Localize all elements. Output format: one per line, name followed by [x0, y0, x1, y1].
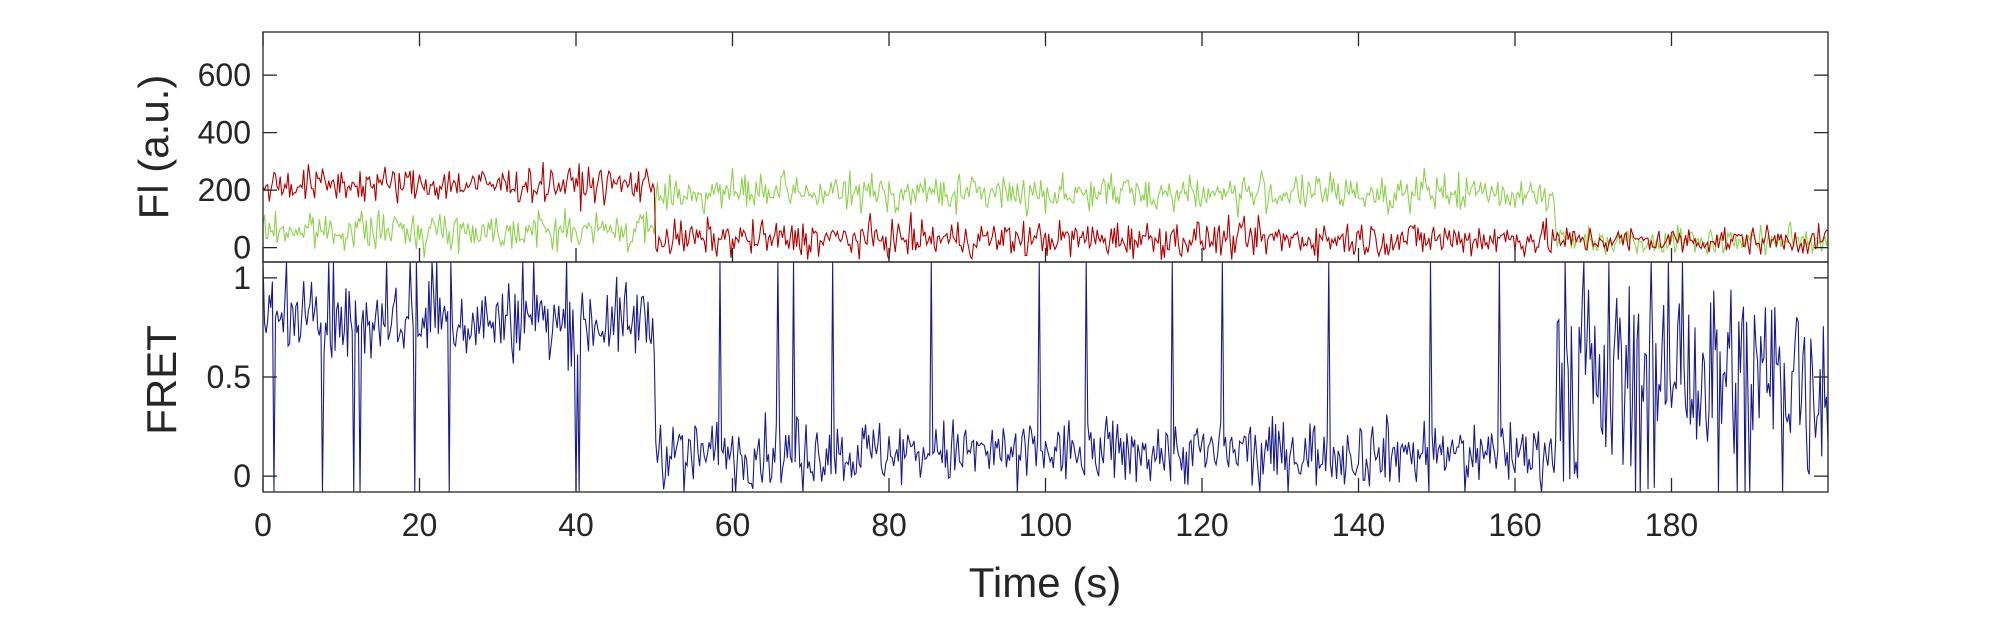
x-axis-label: Time (s) — [969, 559, 1121, 606]
fluorescence-y-tick-label: 0 — [233, 230, 251, 266]
x-tick-label: 0 — [254, 507, 272, 543]
fret-panel: 0 0.5 1 0 20 40 60 80 100 120 140 160 180 FRET Time … — [138, 260, 1829, 606]
fret-y-tick-label: 1 — [233, 260, 251, 296]
red-intensity-series — [262, 161, 1829, 263]
x-tick-label: 160 — [1488, 507, 1541, 543]
fluorescence-y-tick-label: 400 — [198, 115, 251, 151]
fluorescence-panel: 0 200 400 600 Fl (a.u.) — [130, 31, 1829, 266]
fret-y-tick-label: 0.5 — [207, 359, 251, 395]
fret-efficiency-series — [262, 261, 1829, 493]
x-tick-label: 80 — [871, 507, 907, 543]
x-tick-label: 20 — [402, 507, 438, 543]
x-tick-label: 100 — [1019, 507, 1072, 543]
fret-y-tick-label: 0 — [233, 458, 251, 494]
fluorescence-y-ticks: 0 200 400 600 — [198, 32, 1828, 266]
fret-trace — [262, 261, 1829, 493]
fret-axes-box — [262, 261, 1829, 493]
x-tick-label: 40 — [558, 507, 594, 543]
fret-ticks: 0 0.5 1 0 20 40 60 80 100 120 140 160 180 — [207, 260, 1828, 543]
fluorescence-y-tick-label: 200 — [198, 172, 251, 208]
fret-y-axis-label: FRET — [138, 325, 185, 435]
fluorescence-traces — [262, 161, 1829, 263]
x-tick-label: 140 — [1332, 507, 1385, 543]
fluorescence-y-tick-label: 600 — [198, 57, 251, 93]
green-intensity-series — [262, 167, 1829, 258]
fluorescence-y-axis-label: Fl (a.u.) — [130, 75, 177, 220]
x-tick-label: 120 — [1175, 507, 1228, 543]
x-tick-label: 60 — [715, 507, 751, 543]
x-tick-label: 180 — [1645, 507, 1698, 543]
